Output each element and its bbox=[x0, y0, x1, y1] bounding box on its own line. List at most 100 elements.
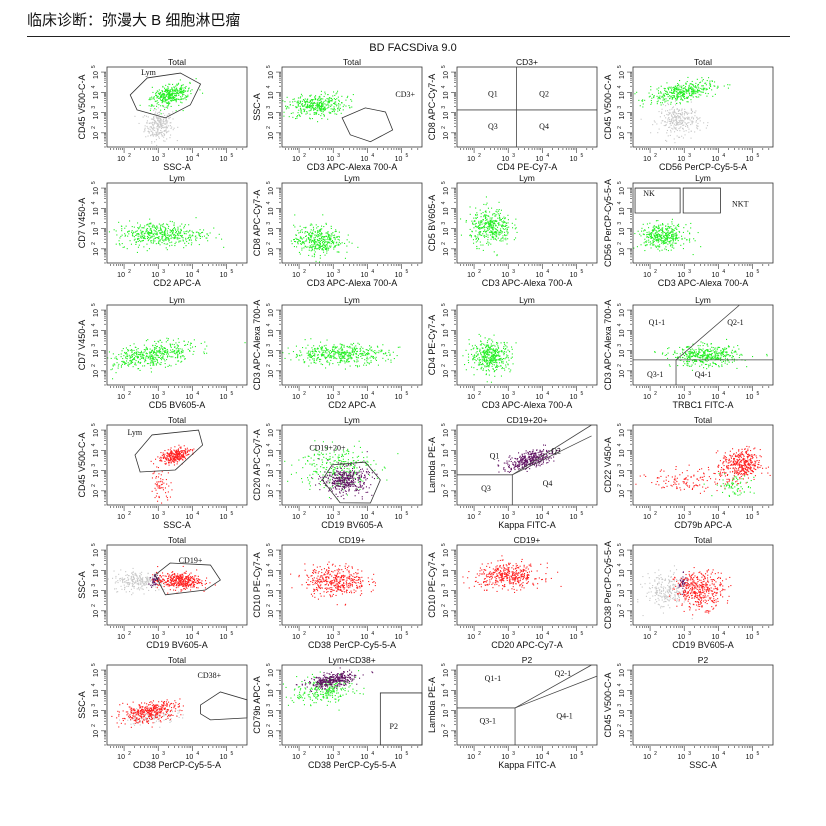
event-dot bbox=[164, 239, 166, 241]
event-dot bbox=[485, 211, 487, 213]
event-dot bbox=[147, 236, 149, 238]
event-dot bbox=[173, 127, 175, 129]
event-dot bbox=[318, 246, 320, 248]
event-dot bbox=[485, 222, 487, 224]
event-dot bbox=[675, 233, 677, 235]
event-dot bbox=[343, 357, 345, 359]
event-dot bbox=[323, 113, 325, 115]
event-dot bbox=[334, 102, 336, 104]
event-dot bbox=[673, 238, 675, 240]
event-dot bbox=[181, 95, 183, 97]
event-dot bbox=[319, 361, 321, 363]
event-dot bbox=[152, 135, 154, 137]
event-dot bbox=[322, 247, 324, 249]
event-dot bbox=[341, 343, 343, 345]
event-dot bbox=[136, 233, 138, 235]
event-dot bbox=[156, 103, 158, 105]
event-dot bbox=[475, 218, 477, 220]
event-dot bbox=[164, 89, 166, 91]
event-dot bbox=[372, 357, 374, 359]
event-dot bbox=[144, 361, 146, 363]
event-dot bbox=[178, 104, 180, 106]
event-dot bbox=[498, 223, 500, 225]
event-dot bbox=[341, 349, 343, 351]
event-dot bbox=[674, 90, 676, 92]
event-dot bbox=[154, 356, 156, 358]
event-dot bbox=[490, 224, 492, 226]
event-dot bbox=[153, 117, 155, 119]
event-dot bbox=[158, 97, 160, 99]
event-dot bbox=[490, 220, 492, 222]
event-dot bbox=[378, 352, 380, 354]
event-dot bbox=[489, 222, 491, 224]
event-dot bbox=[500, 219, 502, 221]
event-dot bbox=[184, 358, 186, 360]
event-dot bbox=[505, 228, 507, 230]
event-dot bbox=[300, 351, 302, 353]
event-dot bbox=[286, 96, 288, 98]
event-dot bbox=[672, 233, 674, 235]
event-dot bbox=[306, 106, 308, 108]
event-dot bbox=[167, 87, 169, 89]
event-dot bbox=[687, 97, 689, 99]
event-dot bbox=[308, 350, 310, 352]
event-dot bbox=[667, 231, 669, 233]
event-dot bbox=[482, 233, 484, 235]
event-dot bbox=[334, 237, 336, 239]
event-dot bbox=[133, 343, 135, 345]
x-tick-exponent: 5 bbox=[406, 153, 409, 159]
event-dot bbox=[146, 363, 148, 365]
event-dot bbox=[171, 97, 173, 99]
event-dot bbox=[648, 227, 650, 229]
event-dot bbox=[315, 362, 317, 364]
event-dot bbox=[356, 351, 358, 353]
event-dot bbox=[633, 247, 635, 249]
event-dot bbox=[314, 112, 316, 114]
event-dot bbox=[691, 83, 693, 85]
event-dot bbox=[110, 369, 112, 371]
event-dot bbox=[315, 248, 317, 250]
event-dot bbox=[664, 125, 666, 127]
event-dot bbox=[176, 231, 178, 233]
event-dot bbox=[155, 233, 157, 235]
event-dot bbox=[664, 121, 666, 123]
event-dot bbox=[364, 362, 366, 364]
event-dot bbox=[313, 101, 315, 103]
event-dot bbox=[157, 129, 159, 131]
event-dot bbox=[188, 88, 190, 90]
event-dot bbox=[308, 238, 310, 240]
event-dot bbox=[373, 352, 375, 354]
event-dot bbox=[324, 240, 326, 242]
event-dot bbox=[148, 234, 150, 236]
event-dot bbox=[300, 111, 302, 113]
x-tick-label: 10 bbox=[643, 272, 651, 279]
event-dot bbox=[130, 357, 132, 359]
event-dot bbox=[170, 349, 172, 351]
event-dot bbox=[511, 222, 513, 224]
event-dot bbox=[504, 234, 506, 236]
event-dot bbox=[115, 356, 117, 358]
y-tick-exponent: 5 bbox=[91, 181, 97, 184]
event-dot bbox=[137, 360, 139, 362]
event-dot bbox=[483, 230, 485, 232]
event-dot bbox=[495, 232, 497, 234]
event-dot bbox=[469, 235, 471, 237]
event-dot bbox=[299, 97, 301, 99]
event-dot bbox=[185, 233, 187, 235]
event-dot bbox=[344, 242, 346, 244]
event-dot bbox=[333, 351, 335, 353]
event-dot bbox=[679, 121, 681, 123]
event-dot bbox=[664, 238, 666, 240]
event-dot bbox=[650, 242, 652, 244]
event-dot bbox=[323, 109, 325, 111]
event-dot bbox=[513, 239, 515, 241]
event-dot bbox=[673, 87, 675, 89]
y-tick-exponent: 5 bbox=[266, 65, 272, 68]
event-dot bbox=[685, 89, 687, 91]
event-dot bbox=[310, 237, 312, 239]
event-dot bbox=[311, 240, 313, 242]
event-dot bbox=[675, 104, 677, 106]
event-dot bbox=[674, 142, 676, 144]
event-dot bbox=[164, 123, 166, 125]
event-dot bbox=[131, 351, 133, 353]
